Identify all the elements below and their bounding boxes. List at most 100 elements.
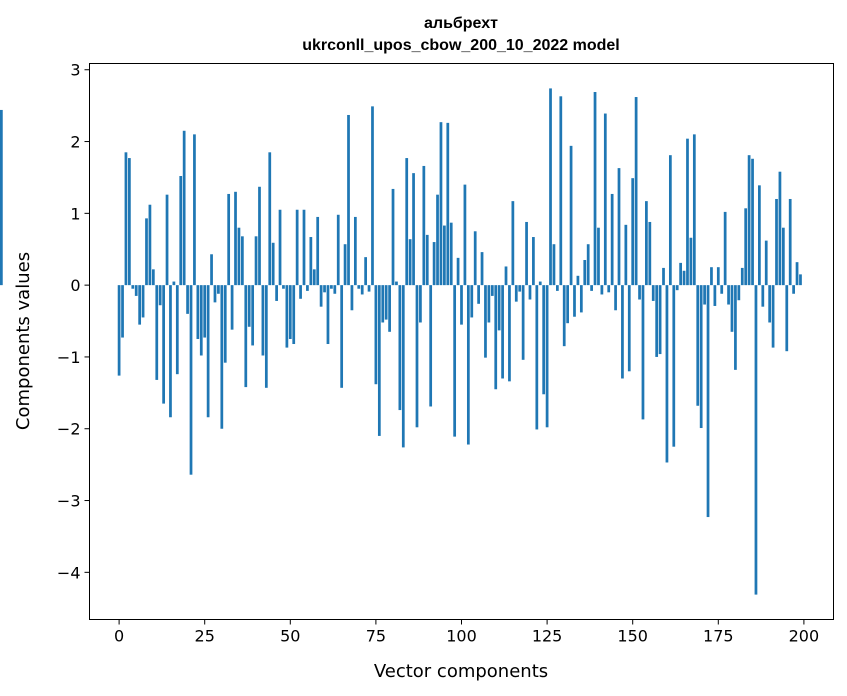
bar [795,262,799,286]
bar [610,193,614,286]
bar [128,158,131,286]
bar [562,285,566,347]
bar [288,285,292,339]
bar [179,176,183,286]
bar [121,285,124,338]
bar [295,209,299,286]
bar [706,285,710,518]
bar [306,285,309,291]
bar [340,285,344,388]
bar [528,285,532,300]
y-tick-label: 3 [70,61,80,80]
bar [504,266,508,286]
bar [549,88,552,286]
bar [532,237,535,286]
bar [583,260,587,286]
bar [655,285,659,357]
bar [251,285,255,346]
bar [371,106,374,286]
x-tick-label: 125 [532,627,563,646]
bar [234,191,237,286]
bar [665,285,669,463]
bar [415,285,419,428]
bar [713,285,717,306]
bar [175,285,179,375]
bar [408,239,412,286]
bar [638,285,641,300]
bar [381,285,385,323]
bar [593,92,597,286]
bar [621,285,624,379]
bar [261,285,265,356]
bar [768,285,772,323]
bar [460,285,463,325]
bar [241,236,244,286]
x-tick-label: 100 [446,627,477,646]
bar [258,186,261,286]
bar [662,267,665,286]
bar [353,216,357,286]
bar [145,218,148,286]
y-tick-label: −4 [57,563,81,582]
bar [740,267,744,286]
bar [682,270,686,286]
bar [788,198,792,286]
bar [494,285,498,390]
bar [367,285,371,292]
bar [141,285,145,318]
bar [487,285,491,323]
bar [648,221,652,286]
bar [518,285,522,292]
bar [377,285,381,436]
bar [165,194,169,286]
bar [579,285,583,313]
bar [401,285,405,448]
bar [689,237,693,286]
bar [734,285,737,370]
bar [542,285,546,395]
bar [785,285,789,352]
bar [716,267,720,286]
bar [747,155,751,286]
bar [566,285,570,324]
bar [425,234,429,286]
bar [217,285,220,294]
bar [199,285,203,356]
bar [264,285,268,388]
bar [799,274,802,286]
bar [292,285,296,345]
bar [658,285,662,355]
bar [326,285,330,345]
x-tick-label: 75 [366,627,386,646]
bar [535,285,539,430]
bar [254,236,258,286]
bar [138,285,142,325]
bar [480,252,484,286]
bar [778,171,782,286]
x-tick-label: 0 [114,627,124,646]
bar [323,285,326,293]
bar [576,275,580,286]
bar [470,285,474,318]
bar [730,285,734,332]
bar [672,285,676,447]
bar [761,285,765,307]
bar [624,224,628,286]
bar [151,269,155,286]
bar [0,109,3,286]
bar [203,285,207,338]
bar [453,285,457,437]
bar [556,285,559,291]
bar [603,113,607,286]
bar [439,122,443,286]
bar [614,285,617,311]
x-tick-label: 150 [617,627,648,646]
bar [182,130,186,286]
bar [754,285,758,595]
bar [330,285,333,289]
y-axis: −4 −3 −2 −1 0 1 2 3 [57,61,90,582]
bar [134,285,138,296]
bar [388,285,391,332]
